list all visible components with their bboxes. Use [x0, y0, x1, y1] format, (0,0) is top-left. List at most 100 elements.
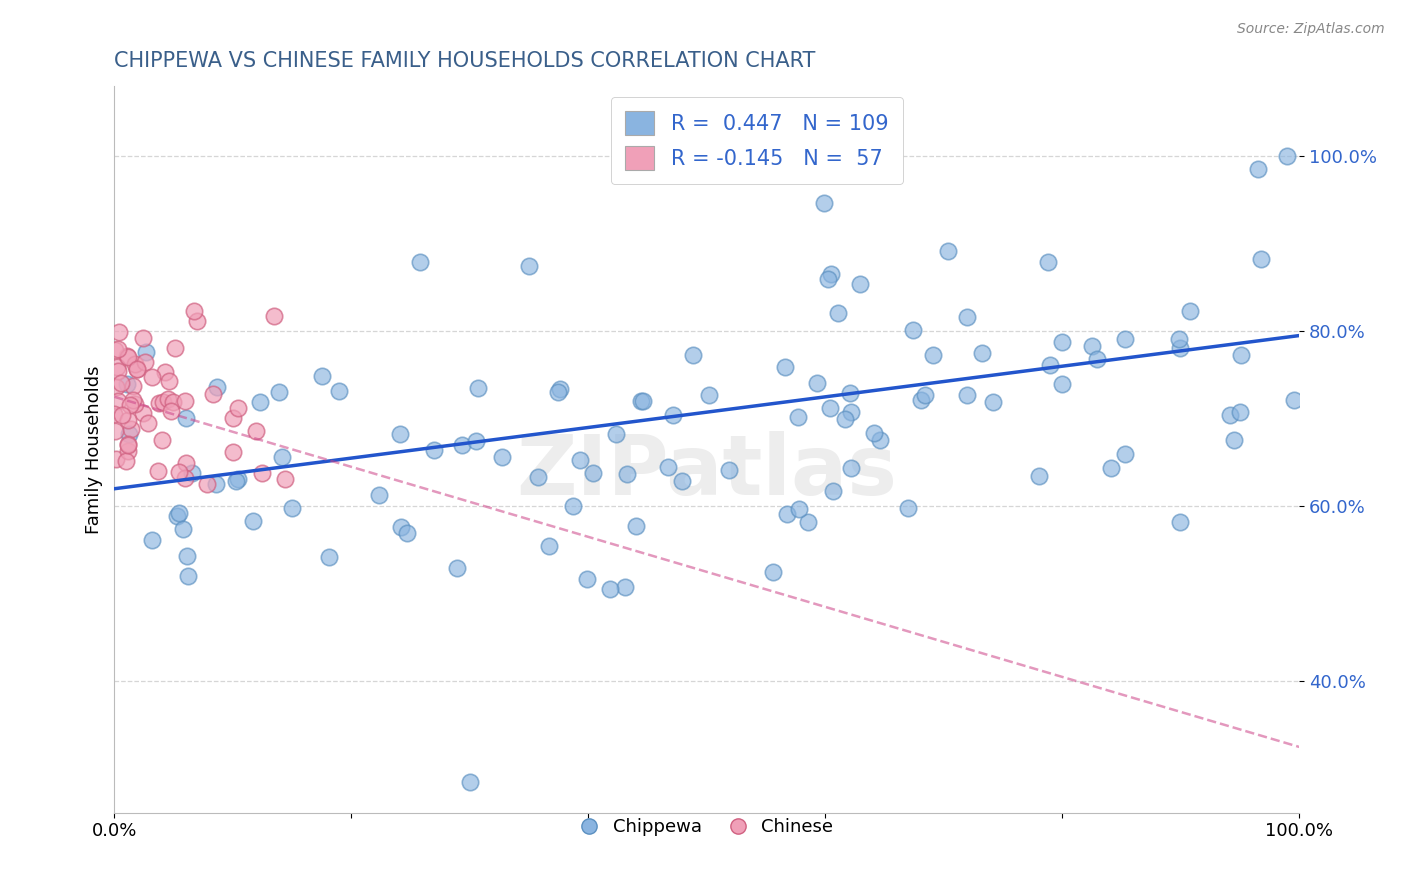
Point [1114, 332, 1136, 346]
Point [869, 433, 891, 447]
Point [148, 396, 170, 410]
Point [174, 411, 197, 425]
Point [423, 442, 446, 457]
Point [1168, 341, 1191, 355]
Point [118, 426, 141, 441]
Point [205, 476, 228, 491]
Point [1168, 515, 1191, 529]
Point [605, 426, 627, 441]
Point [682, 348, 704, 362]
Point [389, 426, 412, 441]
Point [575, 573, 598, 587]
Point [548, 382, 571, 396]
Point [328, 384, 350, 398]
Point [761, 566, 783, 580]
Point [1178, 303, 1201, 318]
Point [657, 460, 679, 475]
Point [117, 377, 139, 392]
Point [1230, 347, 1253, 361]
Text: ZIPatlas: ZIPatlas [516, 431, 897, 512]
Point [823, 484, 845, 499]
Point [1114, 447, 1136, 461]
Point [117, 413, 139, 427]
Point [914, 388, 936, 402]
Point [124, 397, 146, 411]
Point [125, 362, 148, 376]
Point [839, 405, 862, 419]
Point [717, 463, 740, 477]
Point [169, 465, 191, 479]
Point [180, 467, 202, 481]
Point [157, 392, 180, 406]
Point [626, 519, 648, 533]
Point [222, 410, 245, 425]
Point [148, 464, 170, 478]
Point [458, 775, 481, 789]
Point [159, 404, 181, 418]
Point [157, 374, 180, 388]
Point [796, 515, 818, 529]
Point [806, 376, 828, 391]
Point [910, 392, 932, 407]
Point [938, 244, 960, 259]
Point [1223, 433, 1246, 447]
Point [117, 350, 139, 364]
Point [132, 331, 155, 345]
Point [1219, 408, 1241, 422]
Point [134, 354, 156, 368]
Point [581, 466, 603, 480]
Point [104, 424, 127, 438]
Point [1167, 332, 1189, 346]
Point [538, 539, 561, 553]
Point [118, 398, 141, 412]
Point [267, 384, 290, 399]
Point [104, 343, 127, 357]
Point [225, 475, 247, 489]
Point [450, 438, 472, 452]
Point [177, 568, 200, 582]
Point [396, 526, 419, 541]
Point [1087, 351, 1109, 366]
Point [1052, 376, 1074, 391]
Point [107, 364, 129, 378]
Point [671, 474, 693, 488]
Point [848, 277, 870, 291]
Point [107, 393, 129, 408]
Point [1250, 252, 1272, 267]
Point [117, 349, 139, 363]
Point [1277, 149, 1299, 163]
Point [125, 362, 148, 376]
Point [841, 461, 863, 475]
Point [281, 500, 304, 515]
Point [250, 467, 273, 481]
Point [226, 401, 249, 415]
Point [1099, 461, 1122, 475]
Point [631, 394, 654, 409]
Point [115, 454, 138, 468]
Point [408, 255, 430, 269]
Point [132, 406, 155, 420]
Point [467, 381, 489, 395]
Point [614, 580, 637, 594]
Point [124, 357, 146, 371]
Point [897, 500, 920, 515]
Text: Source: ZipAtlas.com: Source: ZipAtlas.com [1237, 22, 1385, 37]
Point [787, 501, 810, 516]
Point [183, 304, 205, 318]
Point [834, 412, 856, 426]
Point [195, 476, 218, 491]
Point [162, 394, 184, 409]
Point [166, 509, 188, 524]
Point [167, 506, 190, 520]
Point [141, 533, 163, 548]
Point [249, 395, 271, 409]
Point [117, 436, 139, 450]
Point [956, 388, 979, 402]
Point [818, 401, 841, 415]
Point [103, 407, 125, 421]
Point [820, 267, 842, 281]
Point [1081, 339, 1104, 353]
Point [111, 409, 134, 423]
Point [569, 453, 592, 467]
Point [122, 393, 145, 408]
